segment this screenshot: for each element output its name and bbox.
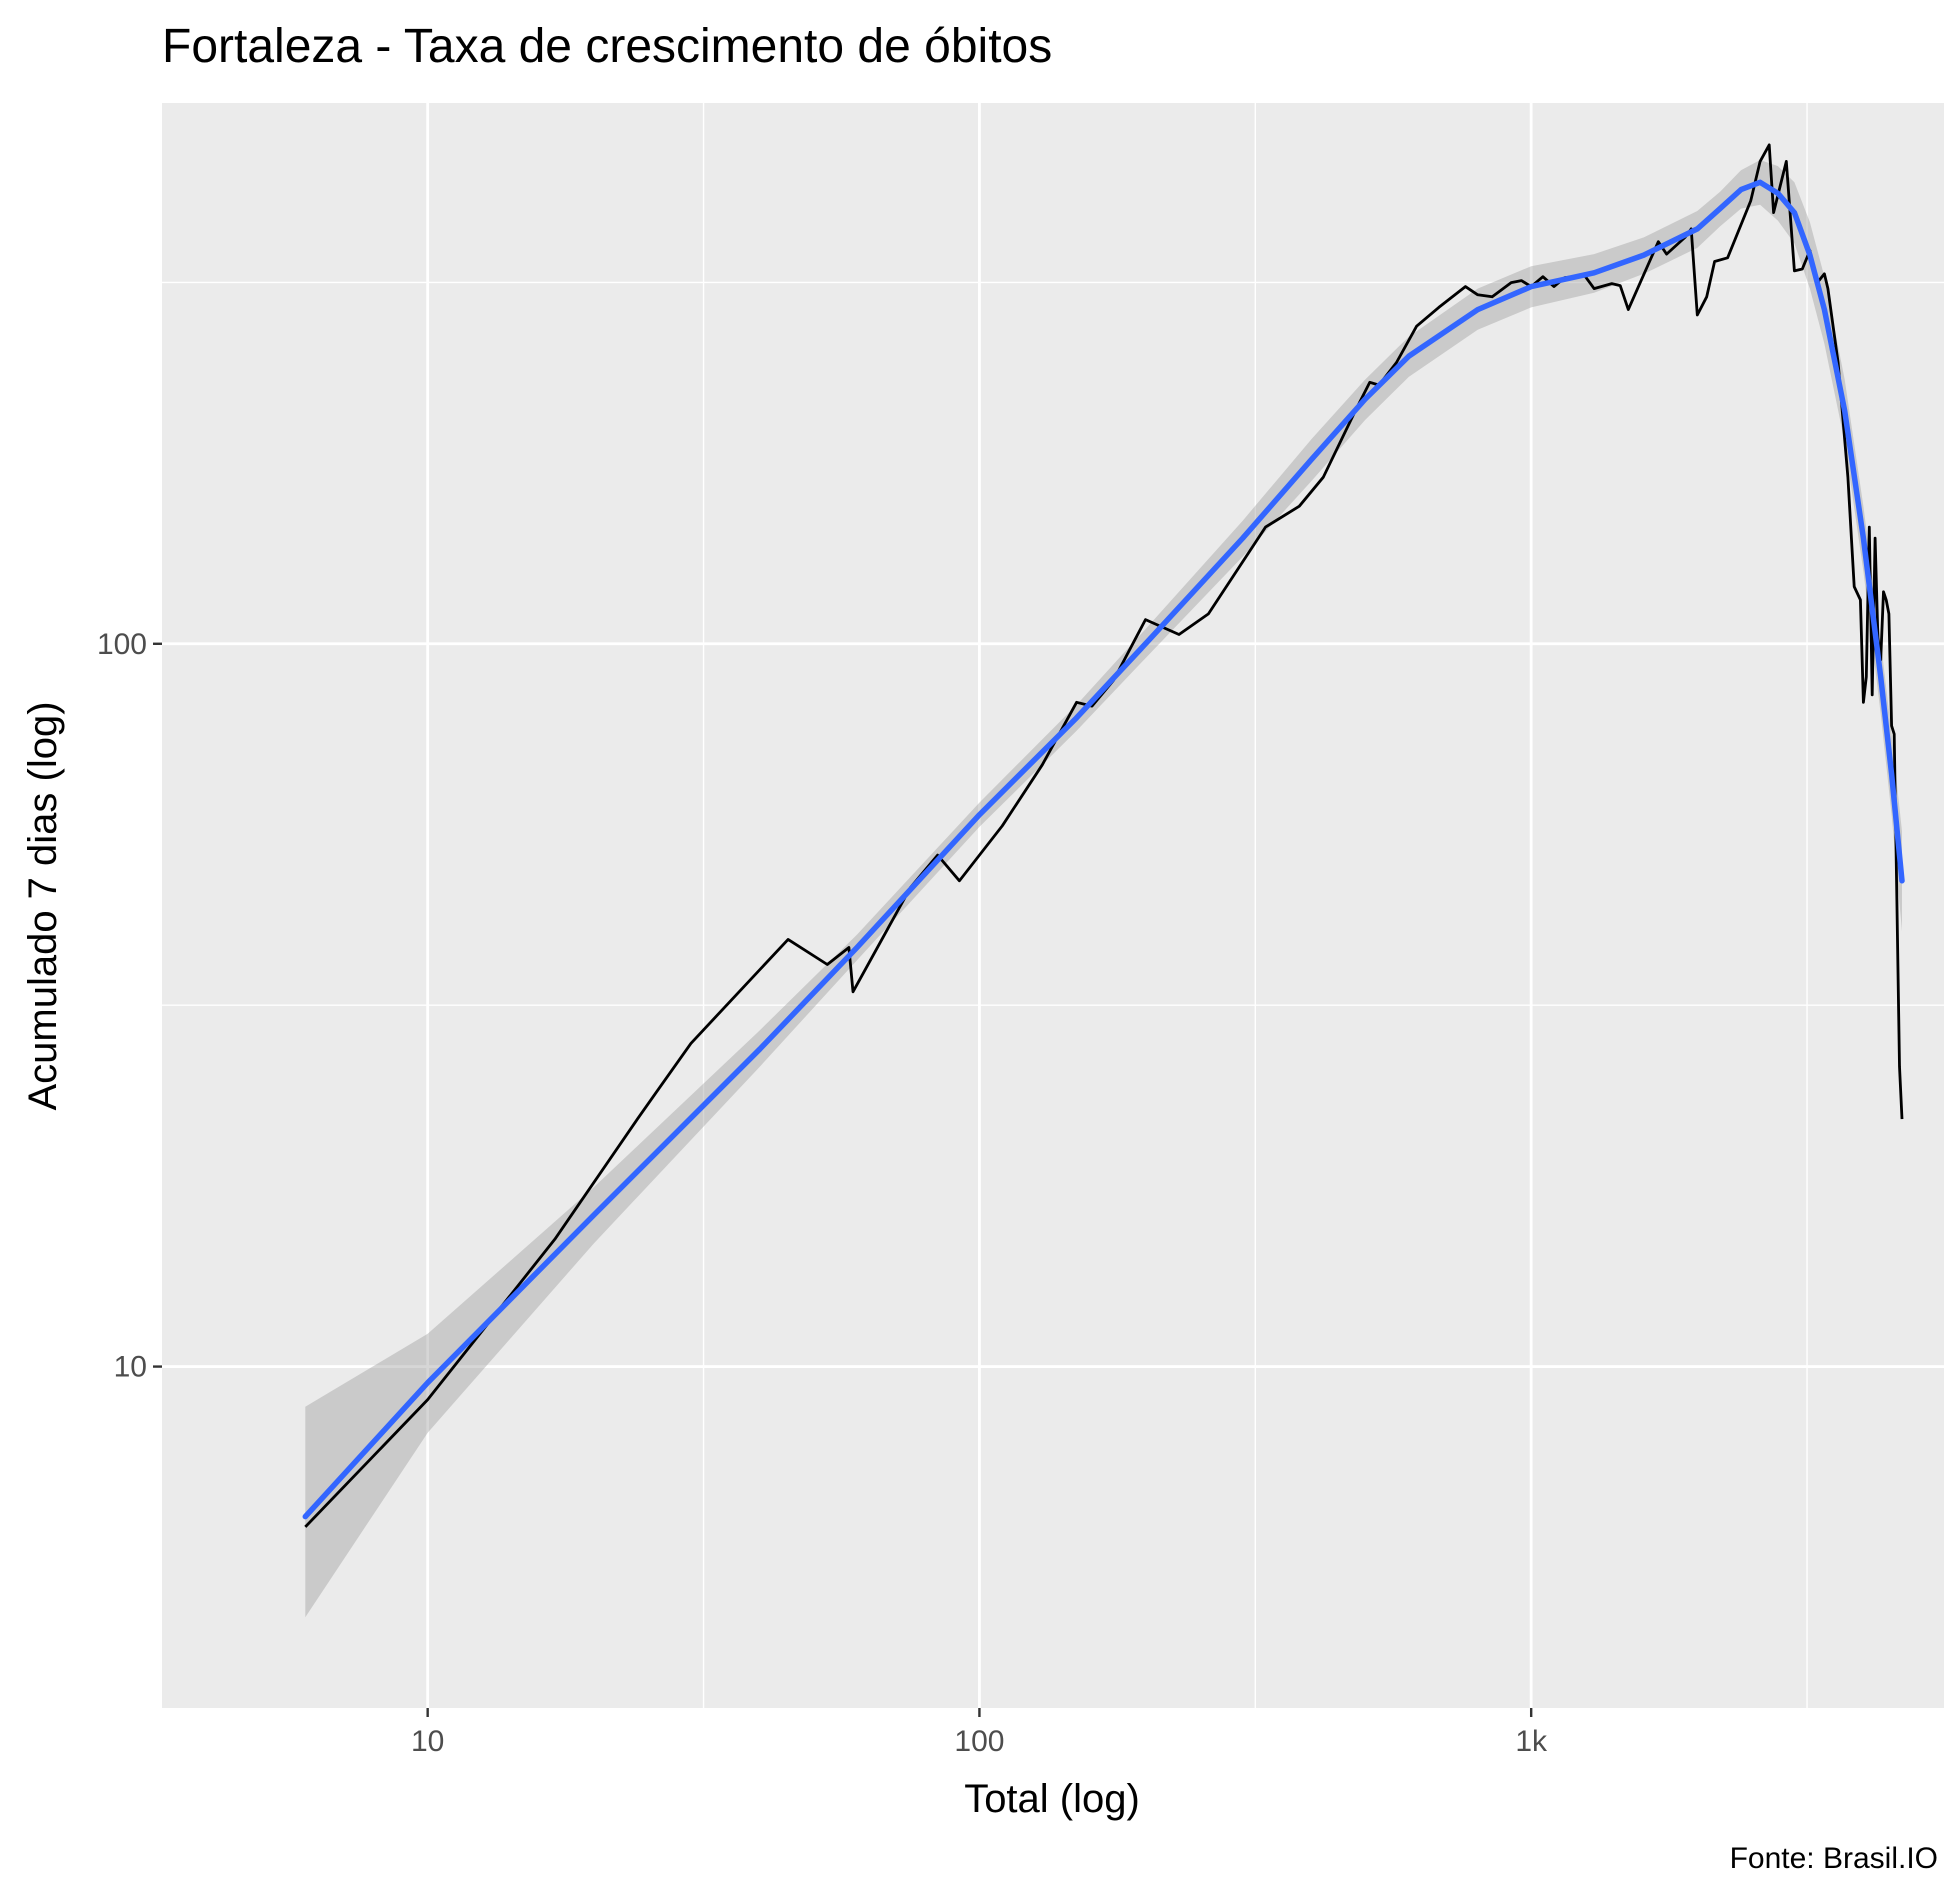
y-tick-label: 10 — [114, 1351, 147, 1384]
y-axis-title: Acumulado 7 dias (log) — [21, 701, 65, 1110]
observed-series-line — [304, 143, 1904, 1528]
chart-title: Fortaleza - Taxa de crescimento de óbito… — [162, 20, 1052, 73]
x-axis-title: Total (log) — [964, 1777, 1140, 1821]
minor-gridlines — [162, 103, 1944, 1708]
caption: Fonte: Brasil.IO — [1730, 1842, 1938, 1875]
x-tick-label: 100 — [954, 1725, 1004, 1758]
smooth-trend-line — [302, 179, 1905, 1520]
x-tick-label: 10 — [411, 1725, 444, 1758]
y-axis: 10 100 — [97, 628, 162, 1384]
x-axis: 10 100 1k — [411, 1708, 1548, 1758]
major-gridlines — [162, 103, 1944, 1708]
x-tick-label: 1k — [1515, 1725, 1548, 1758]
plot-panel — [162, 103, 1944, 1708]
y-tick-label: 100 — [97, 628, 147, 661]
